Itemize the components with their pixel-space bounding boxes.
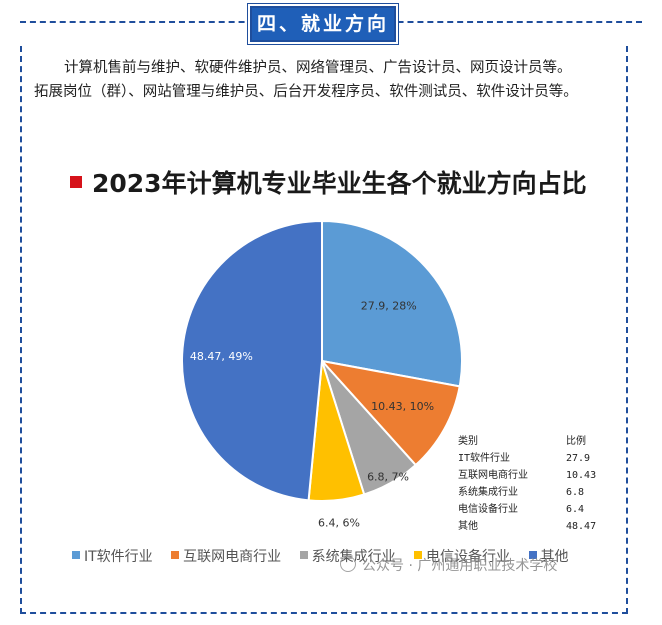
table-header-ratio: 比例 <box>566 436 586 447</box>
pie-slice-0 <box>321 219 463 388</box>
table-row: IT软件行业 27.9 <box>458 449 596 466</box>
legend-swatch-2 <box>299 551 308 559</box>
table-cell-value: 6.8 <box>566 487 585 498</box>
pie-slices <box>181 219 463 502</box>
legend-label: IT软件行业 <box>84 549 153 565</box>
table-cell-name: 电信设备行业 <box>458 504 518 515</box>
watermark-text: 公众号 · 广州通用职业技术学校 <box>362 558 558 574</box>
table-cell-name: 其他 <box>458 521 478 532</box>
legend-item: 互联网电商行业 <box>171 546 281 566</box>
intro-text: 计算机售前与维护、软硬件维护员、网络管理员、广告设计员、网页设计员等。 拓展岗位… <box>34 56 618 104</box>
wechat-icon <box>340 556 356 572</box>
legend-item: IT软件行业 <box>72 546 153 566</box>
pie-slice-4 <box>181 219 323 502</box>
legend-swatch-1 <box>171 551 180 559</box>
title-marker-icon <box>70 176 82 188</box>
table-cell-name: IT软件行业 <box>458 453 511 464</box>
pie-data-label-2: 6.8, 7% <box>367 470 409 483</box>
pie-data-label-3: 6.4, 6% <box>318 517 360 530</box>
pie-slice-1 <box>319 359 461 467</box>
pie-data-label-4: 48.47, 49% <box>190 350 253 363</box>
section-header: 四、就业方向 <box>0 0 662 46</box>
legend-label: 电信设备行业 <box>426 549 511 565</box>
table-row: 电信设备行业 6.4 <box>458 500 596 517</box>
table-cell-value: 10.43 <box>566 470 597 481</box>
table-row: 互联网电商行业 10.43 <box>458 466 596 483</box>
table-cell-name: 系统集成行业 <box>458 487 518 498</box>
chart-title: 2023年计算机专业毕业生各个就业方向占比 <box>70 164 587 200</box>
pie-data-label-1: 10.43, 10% <box>371 400 434 413</box>
pie-data-label-0: 27.9, 28% <box>361 299 417 312</box>
intro-line-2: 拓展岗位（群）、网站管理与维护员、后台开发程序员、软件测试员、软件设计员等。 <box>34 84 578 100</box>
intro-line-1: 计算机售前与维护、软硬件维护员、网络管理员、广告设计员、网页设计员等。 <box>64 60 572 76</box>
legend-item: 系统集成行业 <box>299 546 396 566</box>
table-cell-name: 互联网电商行业 <box>458 470 528 481</box>
legend-swatch-0 <box>72 551 80 559</box>
watermark: 公众号 · 广州通用职业技术学校 <box>340 555 557 575</box>
legend-label: 其他 <box>540 549 569 565</box>
table-row: 系统集成行业 6.8 <box>458 483 596 500</box>
content-frame <box>20 46 628 614</box>
legend-label: 互联网电商行业 <box>183 549 282 565</box>
data-table: 类别 比例 IT软件行业 27.9 互联网电商行业 10.43 系统集成行业 6.8 电… <box>458 432 596 534</box>
table-header-row: 类别 比例 <box>458 432 596 449</box>
pie-data-labels: 27.9, 28% 10.43, 10% 6.8, 7% 6.4, 6% 48.47, … <box>190 299 434 529</box>
chart-title-text: 2023年计算机专业毕业生各个就业方向占比 <box>92 169 587 198</box>
table-cell-value: 6.4 <box>566 504 585 515</box>
section-heading: 四、就业方向 <box>256 13 389 35</box>
legend-item: 电信设备行业 <box>414 546 510 566</box>
table-cell-value: 27.9 <box>566 453 591 464</box>
table-row: 其他 48.47 <box>458 517 596 534</box>
legend-swatch-3 <box>414 551 423 559</box>
legend-label: 系统集成行业 <box>311 549 396 565</box>
legend-item: 其他 <box>528 546 569 566</box>
chart-legend: IT软件行业 互联网电商行业 系统集成行业 电信设备行业 其他 <box>72 546 583 566</box>
legend-swatch-4 <box>528 551 537 559</box>
section-heading-box: 四、就业方向 <box>250 6 396 42</box>
table-header-category: 类别 <box>458 436 478 447</box>
table-cell-value: 48.47 <box>566 521 597 532</box>
